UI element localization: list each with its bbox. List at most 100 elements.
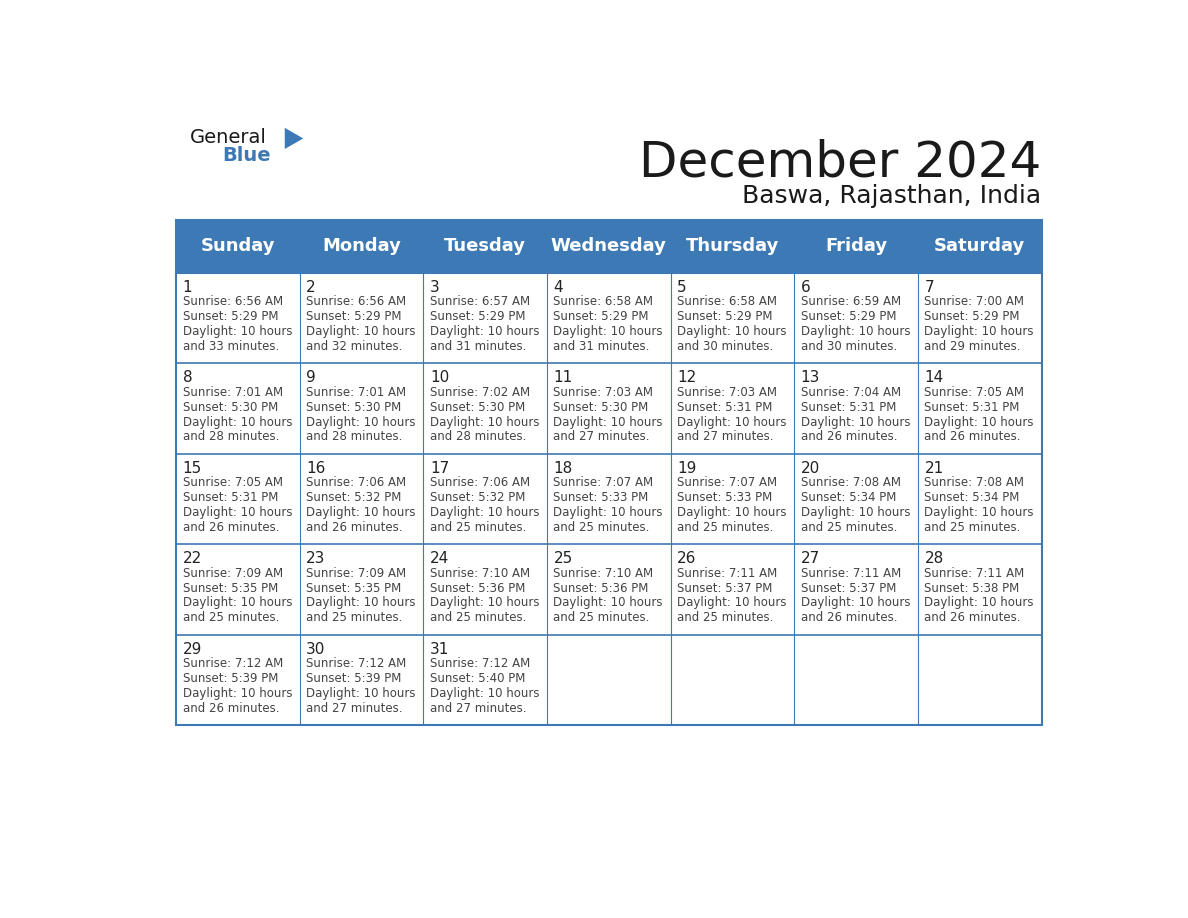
Text: and 30 minutes.: and 30 minutes. (801, 340, 897, 353)
Text: Daylight: 10 hours: Daylight: 10 hours (307, 597, 416, 610)
Bar (546, 273, 671, 364)
Text: 18: 18 (554, 461, 573, 476)
Text: and 25 minutes.: and 25 minutes. (554, 521, 650, 534)
Bar (423, 453, 546, 544)
Text: Daylight: 10 hours: Daylight: 10 hours (677, 325, 786, 338)
Text: 10: 10 (430, 370, 449, 386)
Text: Sunrise: 7:05 AM: Sunrise: 7:05 AM (924, 386, 1024, 398)
Text: 22: 22 (183, 551, 202, 566)
Text: Friday: Friday (824, 237, 887, 255)
Text: Sunrise: 7:03 AM: Sunrise: 7:03 AM (554, 386, 653, 398)
Text: and 27 minutes.: and 27 minutes. (677, 431, 773, 443)
Text: 12: 12 (677, 370, 696, 386)
Text: and 26 minutes.: and 26 minutes. (801, 611, 897, 624)
Text: 21: 21 (924, 461, 943, 476)
Text: Daylight: 10 hours: Daylight: 10 hours (430, 506, 539, 519)
Text: Daylight: 10 hours: Daylight: 10 hours (183, 325, 292, 338)
Text: Sunrise: 7:11 AM: Sunrise: 7:11 AM (677, 566, 777, 580)
Text: Baswa, Rajasthan, India: Baswa, Rajasthan, India (742, 185, 1042, 208)
Text: Sunrise: 7:06 AM: Sunrise: 7:06 AM (307, 476, 406, 489)
Text: Sunset: 5:40 PM: Sunset: 5:40 PM (430, 672, 525, 685)
Text: Sunrise: 6:56 AM: Sunrise: 6:56 AM (307, 296, 406, 308)
Text: Sunset: 5:31 PM: Sunset: 5:31 PM (801, 400, 896, 414)
Bar (795, 544, 918, 634)
Text: Sunrise: 7:11 AM: Sunrise: 7:11 AM (924, 566, 1024, 580)
Text: Sunrise: 6:58 AM: Sunrise: 6:58 AM (677, 296, 777, 308)
Text: Sunrise: 7:10 AM: Sunrise: 7:10 AM (554, 566, 653, 580)
Text: Daylight: 10 hours: Daylight: 10 hours (801, 325, 910, 338)
Text: 23: 23 (307, 551, 326, 566)
Text: Daylight: 10 hours: Daylight: 10 hours (801, 416, 910, 429)
Bar (299, 634, 423, 725)
Text: Sunrise: 6:58 AM: Sunrise: 6:58 AM (554, 296, 653, 308)
Bar (671, 273, 795, 364)
Text: 30: 30 (307, 642, 326, 656)
Text: 6: 6 (801, 280, 810, 295)
Text: Daylight: 10 hours: Daylight: 10 hours (677, 506, 786, 519)
Text: and 26 minutes.: and 26 minutes. (183, 521, 279, 534)
Bar (795, 273, 918, 364)
Text: Sunset: 5:32 PM: Sunset: 5:32 PM (430, 491, 525, 504)
Text: Sunset: 5:29 PM: Sunset: 5:29 PM (183, 310, 278, 323)
Bar (918, 453, 1042, 544)
Text: and 30 minutes.: and 30 minutes. (677, 340, 773, 353)
Text: Daylight: 10 hours: Daylight: 10 hours (801, 597, 910, 610)
Text: Daylight: 10 hours: Daylight: 10 hours (924, 506, 1034, 519)
Text: Sunrise: 7:09 AM: Sunrise: 7:09 AM (307, 566, 406, 580)
Text: and 25 minutes.: and 25 minutes. (924, 521, 1020, 534)
Text: December 2024: December 2024 (639, 139, 1042, 186)
Text: Sunrise: 7:02 AM: Sunrise: 7:02 AM (430, 386, 530, 398)
Text: and 25 minutes.: and 25 minutes. (307, 611, 403, 624)
Text: and 26 minutes.: and 26 minutes. (183, 701, 279, 715)
Text: 26: 26 (677, 551, 696, 566)
Text: Daylight: 10 hours: Daylight: 10 hours (430, 325, 539, 338)
Text: 4: 4 (554, 280, 563, 295)
Text: Daylight: 10 hours: Daylight: 10 hours (554, 416, 663, 429)
Text: 7: 7 (924, 280, 934, 295)
Text: Sunset: 5:32 PM: Sunset: 5:32 PM (307, 491, 402, 504)
Text: Daylight: 10 hours: Daylight: 10 hours (183, 687, 292, 700)
Bar (918, 364, 1042, 453)
Text: Sunset: 5:31 PM: Sunset: 5:31 PM (183, 491, 278, 504)
Text: Daylight: 10 hours: Daylight: 10 hours (430, 597, 539, 610)
Bar (795, 364, 918, 453)
Text: and 25 minutes.: and 25 minutes. (677, 611, 773, 624)
Text: Daylight: 10 hours: Daylight: 10 hours (183, 506, 292, 519)
Text: Sunday: Sunday (201, 237, 276, 255)
Text: Sunrise: 7:09 AM: Sunrise: 7:09 AM (183, 566, 283, 580)
Text: and 28 minutes.: and 28 minutes. (183, 431, 279, 443)
Text: Daylight: 10 hours: Daylight: 10 hours (430, 687, 539, 700)
Text: Sunrise: 6:56 AM: Sunrise: 6:56 AM (183, 296, 283, 308)
Text: 11: 11 (554, 370, 573, 386)
Text: and 27 minutes.: and 27 minutes. (554, 431, 650, 443)
Text: Daylight: 10 hours: Daylight: 10 hours (183, 416, 292, 429)
Text: 1: 1 (183, 280, 192, 295)
Bar (671, 364, 795, 453)
Text: Sunset: 5:35 PM: Sunset: 5:35 PM (307, 582, 402, 595)
Text: and 25 minutes.: and 25 minutes. (183, 611, 279, 624)
Text: Sunset: 5:34 PM: Sunset: 5:34 PM (801, 491, 896, 504)
Text: 14: 14 (924, 370, 943, 386)
Text: Daylight: 10 hours: Daylight: 10 hours (924, 416, 1034, 429)
Bar (918, 634, 1042, 725)
Text: and 25 minutes.: and 25 minutes. (430, 611, 526, 624)
Text: and 27 minutes.: and 27 minutes. (430, 701, 526, 715)
Text: General: General (190, 128, 267, 147)
Text: and 26 minutes.: and 26 minutes. (801, 431, 897, 443)
Text: Daylight: 10 hours: Daylight: 10 hours (677, 416, 786, 429)
Bar (671, 634, 795, 725)
Text: 31: 31 (430, 642, 449, 656)
Bar (546, 634, 671, 725)
Text: 28: 28 (924, 551, 943, 566)
Text: Daylight: 10 hours: Daylight: 10 hours (924, 325, 1034, 338)
Text: Sunset: 5:37 PM: Sunset: 5:37 PM (801, 582, 896, 595)
Text: Sunrise: 6:59 AM: Sunrise: 6:59 AM (801, 296, 901, 308)
Text: Sunset: 5:36 PM: Sunset: 5:36 PM (554, 582, 649, 595)
Text: Sunset: 5:33 PM: Sunset: 5:33 PM (554, 491, 649, 504)
Text: Sunrise: 7:12 AM: Sunrise: 7:12 AM (307, 657, 406, 670)
Text: Daylight: 10 hours: Daylight: 10 hours (430, 416, 539, 429)
Bar (176, 273, 299, 364)
Bar (423, 634, 546, 725)
Bar (795, 453, 918, 544)
Bar (299, 364, 423, 453)
